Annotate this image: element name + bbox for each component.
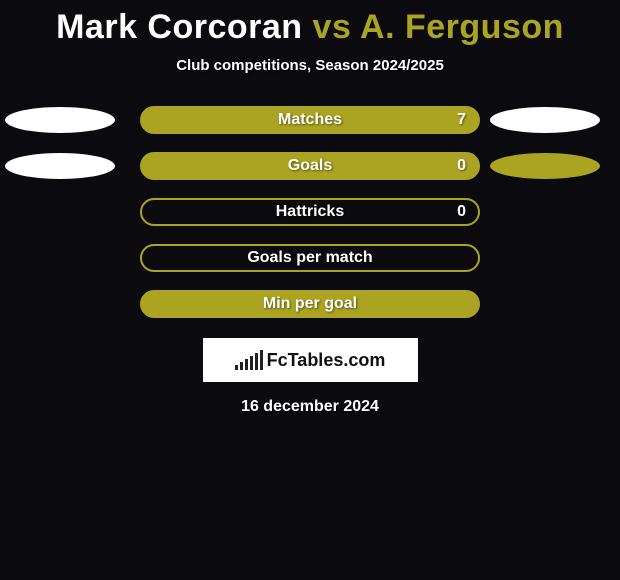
stat-row: Matches7 [0, 106, 620, 134]
right-ellipse-icon [490, 107, 600, 133]
stat-row: Goals per match [0, 244, 620, 272]
player1-name: Mark Corcoran [56, 8, 302, 46]
stat-label: Goals [142, 157, 478, 175]
stat-value: 7 [457, 111, 466, 129]
logo-text: FcTables.com [267, 350, 386, 371]
stat-bar: Min per goal [140, 290, 480, 318]
player2-name: A. Ferguson [360, 8, 564, 46]
stat-value: 0 [457, 203, 466, 221]
stat-label: Hattricks [142, 203, 478, 221]
vs-text: vs [313, 8, 352, 46]
left-ellipse-icon [5, 153, 115, 179]
subtitle: Club competitions, Season 2024/2025 [0, 57, 620, 74]
right-ellipse-icon [490, 153, 600, 179]
logo-box[interactable]: FcTables.com [203, 338, 418, 382]
logo-bars-icon [235, 350, 263, 370]
stat-bar: Goals per match [140, 244, 480, 272]
stats-container: Matches7Goals0Hattricks0Goals per matchM… [0, 106, 620, 318]
stat-bar: Goals0 [140, 152, 480, 180]
stat-row: Goals0 [0, 152, 620, 180]
stat-bar: Matches7 [140, 106, 480, 134]
stat-row: Min per goal [0, 290, 620, 318]
left-ellipse-icon [5, 107, 115, 133]
page-title: Mark Corcoran vs A. Ferguson [0, 0, 620, 47]
stat-bar: Hattricks0 [140, 198, 480, 226]
stat-label: Goals per match [142, 249, 478, 267]
stat-label: Matches [142, 111, 478, 129]
stat-label: Min per goal [142, 295, 478, 313]
stat-value: 0 [457, 157, 466, 175]
date-text: 16 december 2024 [0, 398, 620, 416]
stat-row: Hattricks0 [0, 198, 620, 226]
